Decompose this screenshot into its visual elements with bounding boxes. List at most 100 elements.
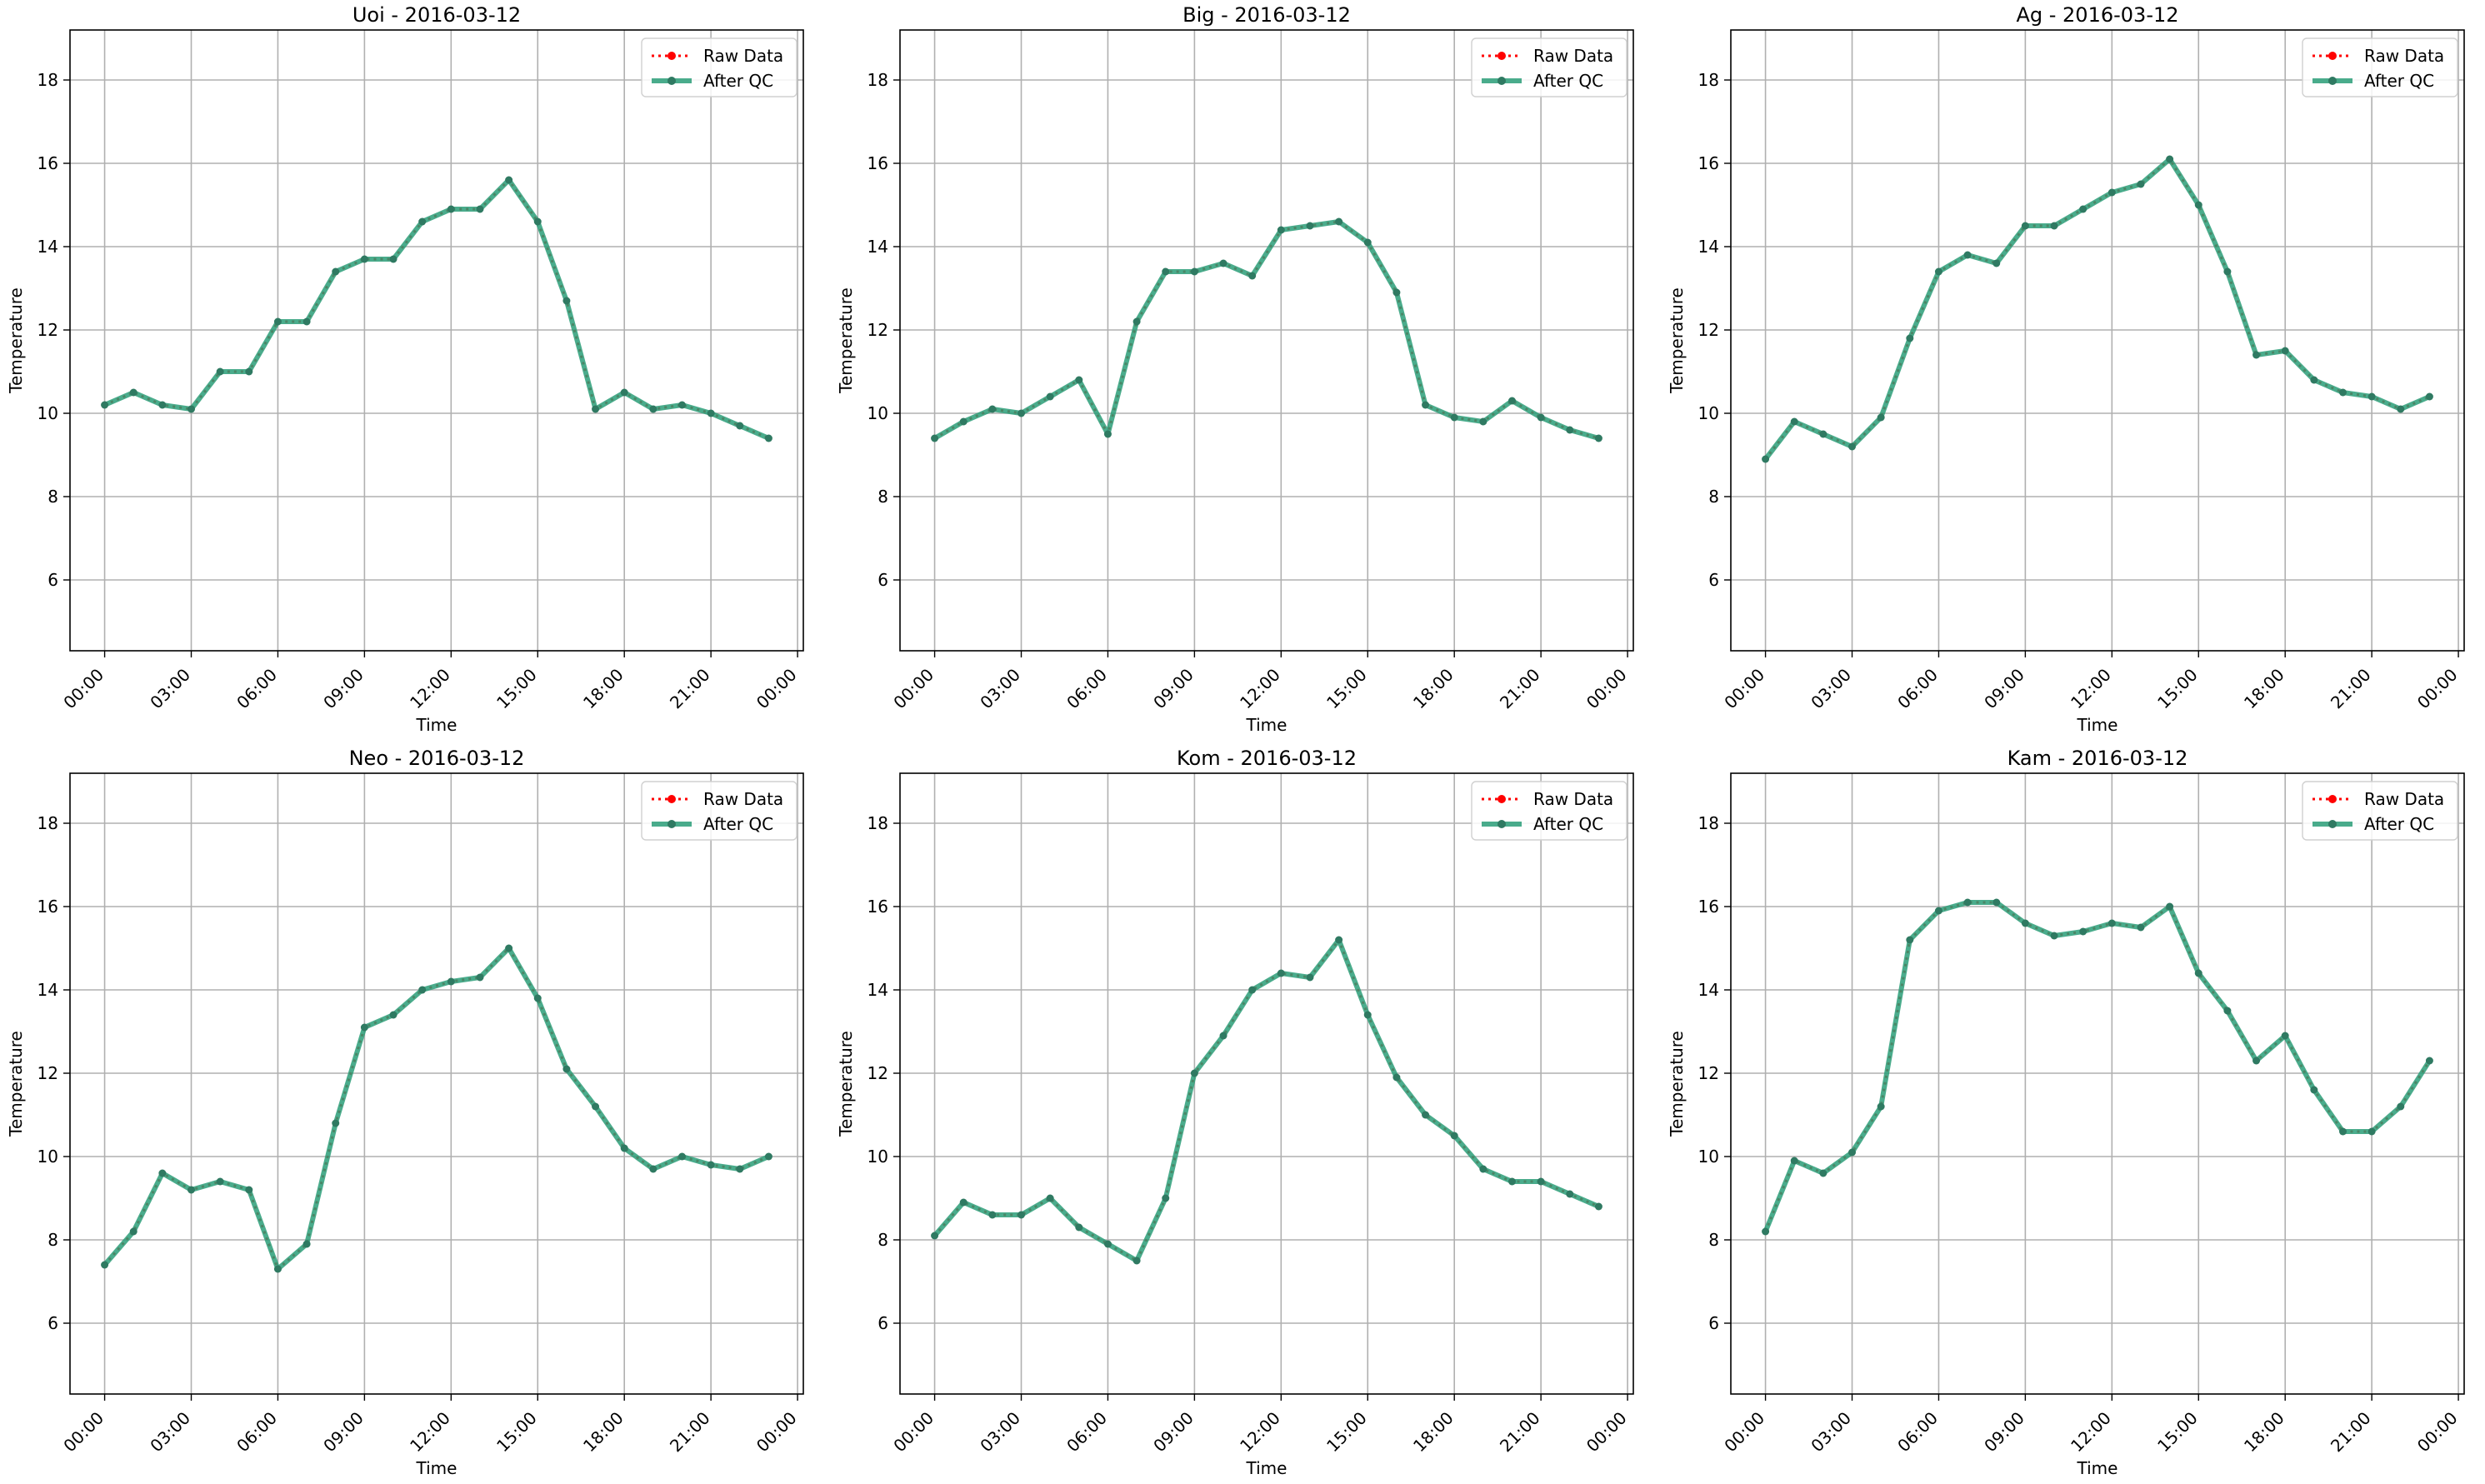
data-point-after-qc xyxy=(188,1186,196,1194)
y-tick-label: 8 xyxy=(878,1230,888,1250)
data-point-after-qc xyxy=(129,388,138,397)
x-axis-label: Time xyxy=(1246,715,1288,735)
legend-marker-after-qc xyxy=(2328,77,2337,85)
data-point-after-qc xyxy=(1422,1111,1430,1119)
legend-marker-raw-data xyxy=(2328,52,2337,60)
y-tick-label: 16 xyxy=(1698,153,1719,173)
x-tick-label: 00:00 xyxy=(2413,1408,2462,1457)
data-point-after-qc xyxy=(2166,155,2174,163)
data-point-after-qc xyxy=(2425,392,2433,401)
y-axis-label: Temperature xyxy=(6,287,26,394)
x-axis-label: Time xyxy=(1246,1458,1288,1478)
y-tick-label: 10 xyxy=(1698,1147,1719,1167)
y-tick-label: 16 xyxy=(868,897,888,917)
data-point-after-qc xyxy=(1819,1169,1828,1177)
plot-frame xyxy=(1730,29,2465,652)
data-point-after-qc xyxy=(101,1261,109,1269)
data-point-after-qc xyxy=(1190,1069,1198,1077)
data-point-after-qc xyxy=(2281,347,2289,355)
x-tick-label: 18:00 xyxy=(1409,665,1458,713)
legend-marker-raw-data xyxy=(668,52,676,60)
data-point-after-qc xyxy=(1877,413,1885,422)
data-point-after-qc xyxy=(736,1165,744,1173)
y-axis-label: Temperature xyxy=(6,1031,26,1137)
y-tick-label: 8 xyxy=(48,1230,58,1250)
x-tick-label: 21:00 xyxy=(666,1408,714,1457)
y-tick-label: 8 xyxy=(1708,1230,1719,1250)
x-tick-label: 18:00 xyxy=(1409,1408,1458,1457)
series-line-raw-data xyxy=(933,937,1600,1263)
data-point-after-qc xyxy=(1992,898,2001,907)
data-point-after-qc xyxy=(959,417,968,426)
data-point-after-qc xyxy=(1219,1032,1228,1040)
data-point-after-qc xyxy=(1277,226,1285,234)
data-point-after-qc xyxy=(1335,936,1343,944)
data-point-after-qc xyxy=(1219,259,1228,267)
data-point-after-qc xyxy=(1819,430,1828,438)
y-tick-label: 8 xyxy=(878,487,888,507)
x-tick-label: 00:00 xyxy=(889,665,938,713)
series-line-raw-data xyxy=(103,946,770,1272)
legend: Raw Data After QC xyxy=(2302,781,2458,841)
data-point-after-qc xyxy=(592,405,600,413)
data-point-after-qc xyxy=(1248,986,1257,994)
x-tick-label: 06:00 xyxy=(1893,665,1942,713)
legend-label-raw-data: Raw Data xyxy=(703,789,783,809)
y-tick-label: 10 xyxy=(38,1147,58,1167)
data-point-after-qc xyxy=(418,986,427,994)
x-tick-label: 06:00 xyxy=(1893,1408,1942,1457)
data-point-after-qc xyxy=(216,367,224,376)
x-axis-label: Time xyxy=(416,715,458,735)
series-line-raw-data xyxy=(103,177,770,440)
y-tick-label: 12 xyxy=(38,1063,58,1083)
data-point-after-qc xyxy=(2281,1032,2289,1040)
data-point-after-qc xyxy=(988,405,997,413)
data-point-after-qc xyxy=(389,1011,398,1019)
series-line-raw-data xyxy=(1764,157,2431,460)
y-tick-label: 8 xyxy=(1708,487,1719,507)
x-tick-label: 15:00 xyxy=(492,1408,541,1457)
legend: Raw Data After QC xyxy=(641,37,798,97)
data-point-after-qc xyxy=(1046,392,1054,401)
y-tick-label: 10 xyxy=(868,1147,888,1167)
data-point-after-qc xyxy=(245,367,253,376)
x-tick-label: 15:00 xyxy=(2153,1408,2202,1457)
data-point-after-qc xyxy=(1132,317,1141,326)
series-line-after-qc xyxy=(932,937,1600,1263)
y-tick-label: 12 xyxy=(1698,320,1719,340)
data-point-after-qc xyxy=(245,1186,253,1194)
data-point-after-qc xyxy=(476,205,484,213)
y-tick-label: 18 xyxy=(38,813,58,833)
data-point-after-qc xyxy=(273,317,282,326)
x-tick-label: 06:00 xyxy=(1062,665,1111,713)
data-point-after-qc xyxy=(1190,267,1198,276)
legend-marker-after-qc xyxy=(668,820,676,828)
data-point-after-qc xyxy=(1075,1223,1083,1232)
data-point-after-qc xyxy=(2137,180,2145,188)
y-tick-label: 10 xyxy=(1698,403,1719,423)
y-tick-label: 12 xyxy=(38,320,58,340)
x-axis-label: Time xyxy=(416,1458,458,1478)
legend-marker-raw-data xyxy=(668,795,676,803)
y-tick-label: 18 xyxy=(868,70,888,90)
data-point-after-qc xyxy=(332,267,340,276)
y-tick-label: 6 xyxy=(48,1313,58,1333)
x-tick-label: 03:00 xyxy=(146,1408,194,1457)
data-point-after-qc xyxy=(1934,907,1942,915)
series-line-after-qc xyxy=(1763,157,2431,461)
data-point-after-qc xyxy=(1103,430,1112,438)
data-point-after-qc xyxy=(2166,902,2174,911)
legend-label-raw-data: Raw Data xyxy=(1533,789,1613,809)
y-axis-label: Temperature xyxy=(836,287,856,394)
data-point-after-qc xyxy=(562,297,571,305)
x-tick-label: 18:00 xyxy=(2240,665,2288,713)
data-point-after-qc xyxy=(188,405,196,413)
x-tick-label: 00:00 xyxy=(889,1408,938,1457)
x-tick-label: 15:00 xyxy=(2153,665,2202,713)
x-tick-label: 21:00 xyxy=(2327,1408,2375,1457)
legend-label-raw-data: Raw Data xyxy=(2364,789,2444,809)
y-tick-label: 6 xyxy=(1708,570,1719,590)
data-point-after-qc xyxy=(2021,919,2029,927)
x-tick-label: 00:00 xyxy=(1720,665,1768,713)
x-tick-label: 03:00 xyxy=(1807,1408,1855,1457)
